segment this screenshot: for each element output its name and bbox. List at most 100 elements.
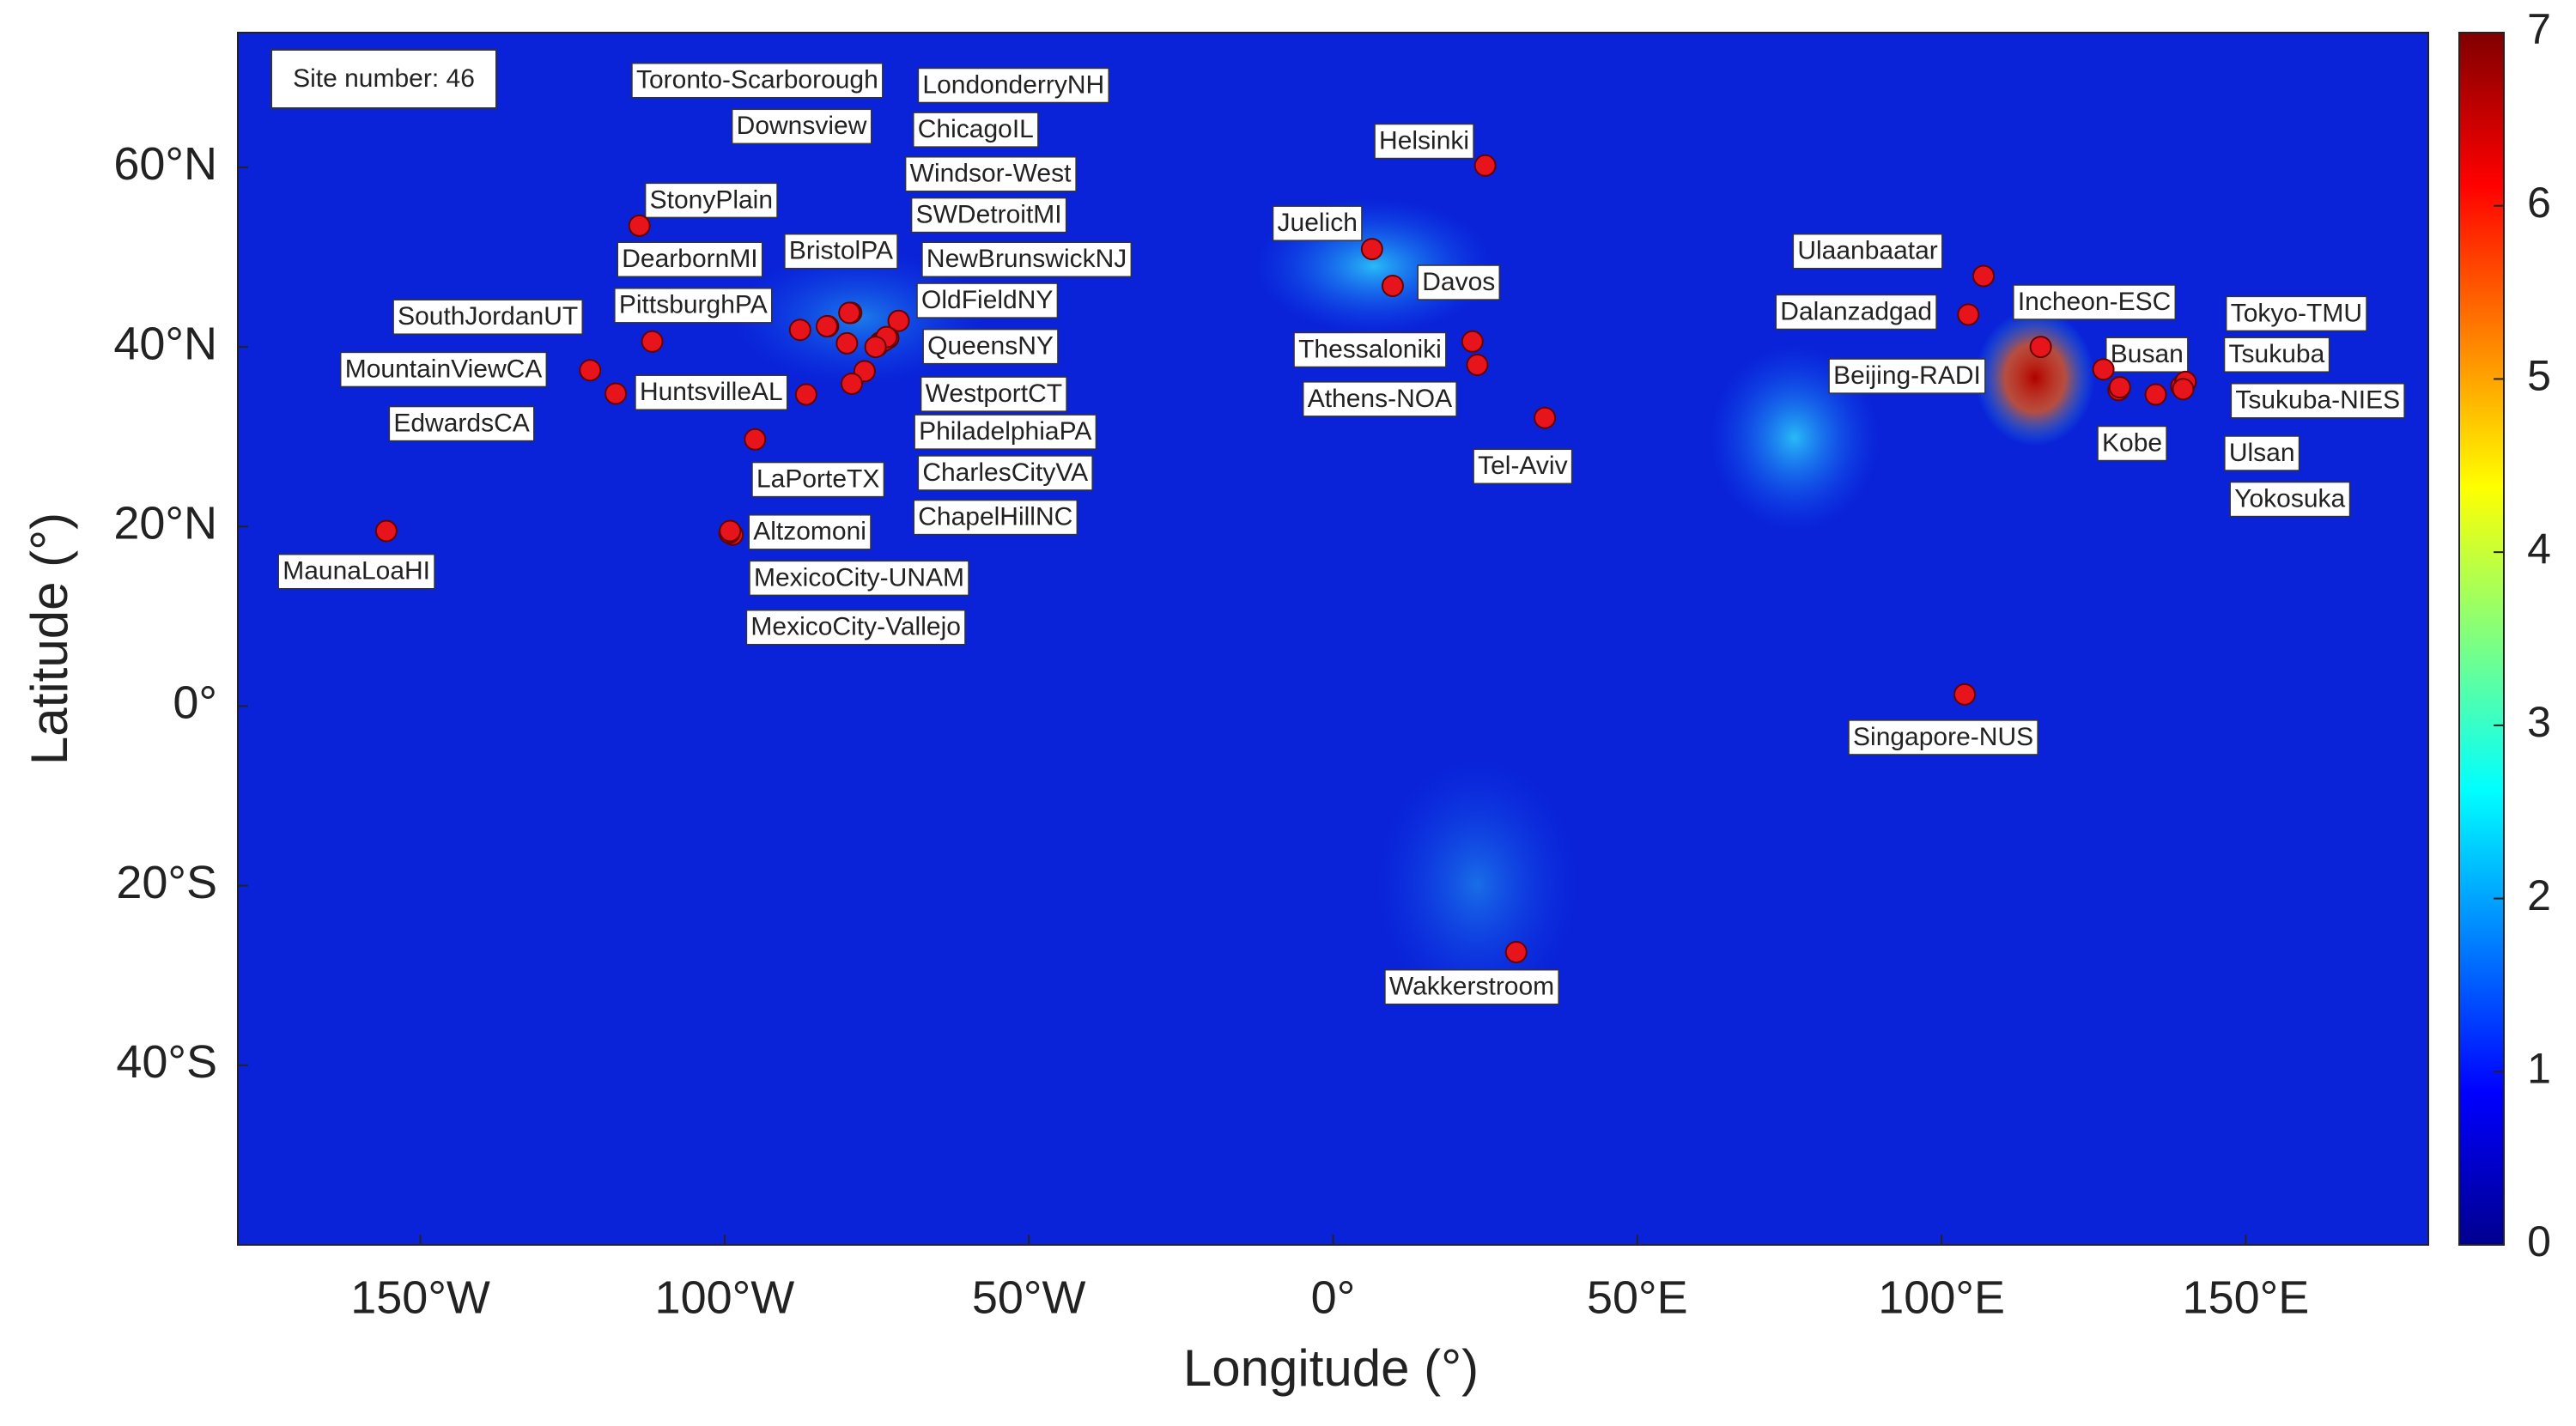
site-label-box bbox=[617, 241, 763, 278]
site-label-box bbox=[745, 610, 966, 646]
site-label: Beijing-RADI bbox=[1833, 361, 1981, 390]
site-label-box bbox=[1293, 331, 1447, 368]
site-label: EdwardsCA bbox=[393, 409, 529, 437]
site-label: Thessaloniki bbox=[1298, 335, 1442, 363]
site-label-box bbox=[2230, 383, 2405, 419]
site-label-box bbox=[277, 553, 435, 590]
x-tick-label: 0° bbox=[1311, 1271, 1356, 1323]
site-label-box bbox=[1775, 294, 1937, 331]
site-label-box bbox=[2105, 337, 2189, 373]
site-label: Dalanzadgad bbox=[1780, 297, 1932, 325]
x-tick-label: 150°W bbox=[350, 1271, 490, 1323]
site-marker bbox=[794, 383, 817, 406]
site-label-box bbox=[2013, 284, 2177, 320]
y-tick-label: 20°N bbox=[113, 498, 217, 549]
site-label-box bbox=[920, 376, 1067, 412]
site-label: Davos bbox=[1422, 268, 1495, 296]
site-label-box bbox=[1302, 381, 1457, 417]
x-tick-label: 100°E bbox=[1878, 1271, 2005, 1323]
colorbar-tick-label: 2 bbox=[2527, 871, 2551, 919]
site-marker bbox=[1466, 353, 1489, 376]
glow-africa bbox=[1374, 755, 1580, 1013]
site-label: ChapelHillNC bbox=[918, 503, 1072, 531]
site-marker bbox=[864, 336, 887, 359]
y-tick-label: 40°S bbox=[116, 1036, 217, 1088]
site-label: Tokyo-TMU bbox=[2231, 299, 2362, 327]
site-label-box bbox=[392, 299, 583, 335]
site-label: Incheon-ESC bbox=[2018, 288, 2171, 316]
site-marker bbox=[1534, 406, 1557, 429]
site-label-box bbox=[917, 455, 1093, 491]
site-marker bbox=[838, 301, 861, 325]
y-tick-label: 0° bbox=[173, 677, 217, 729]
site-label: LaPorteTX bbox=[756, 465, 879, 494]
site-marker bbox=[641, 330, 664, 353]
site-label: Altzomoni bbox=[753, 518, 866, 546]
site-marker bbox=[2108, 376, 2131, 399]
site-label-box bbox=[339, 351, 548, 388]
site-label: SWDetroitMI bbox=[916, 201, 1062, 229]
site-label-box bbox=[748, 514, 872, 550]
site-label: Tsukuba-NIES bbox=[2235, 386, 2400, 415]
colorbar-tick-label: 6 bbox=[2527, 179, 2551, 227]
site-label: Singapore-NUS bbox=[1853, 723, 2033, 751]
site-marker bbox=[744, 428, 767, 451]
site-label: CharlesCityVA bbox=[922, 458, 1088, 487]
y-tick-label: 20°S bbox=[116, 857, 217, 908]
site-label: HuntsvilleAL bbox=[640, 378, 783, 406]
site-label: Yokosuka bbox=[2234, 484, 2345, 513]
site-label: NewBrunswickNJ bbox=[927, 245, 1127, 273]
site-label-box bbox=[914, 414, 1097, 450]
site-label: Busan bbox=[2111, 340, 2184, 368]
site-label: StonyPlain bbox=[650, 185, 773, 214]
colorbar-tick-label: 7 bbox=[2527, 5, 2551, 53]
site-marker bbox=[788, 319, 811, 342]
site-marker bbox=[1360, 238, 1383, 261]
site-label-box bbox=[784, 233, 898, 270]
site-label-box bbox=[1384, 968, 1559, 1005]
site-label: MexicoCity-UNAM bbox=[754, 563, 964, 592]
colorbar-tick-label: 3 bbox=[2527, 698, 2551, 746]
site-label-box bbox=[2223, 337, 2330, 373]
site-marker bbox=[628, 214, 651, 237]
site-label-box bbox=[1792, 233, 1943, 270]
x-tick-label: 50°W bbox=[972, 1271, 1086, 1323]
x-tick-label: 100°W bbox=[655, 1271, 795, 1323]
site-marker bbox=[2029, 336, 2052, 359]
site-label-box bbox=[1374, 123, 1474, 160]
site-label-box bbox=[751, 461, 885, 498]
colorbar-tick-label: 0 bbox=[2527, 1217, 2551, 1265]
site-label: OldFieldNY bbox=[921, 286, 1053, 314]
site-marker bbox=[719, 519, 742, 543]
site-label: MaunaLoaHI bbox=[283, 557, 430, 586]
site-marker bbox=[887, 309, 910, 332]
site-label-box bbox=[2224, 435, 2300, 471]
x-axis-title: Longitude (°) bbox=[1183, 1339, 1479, 1397]
site-label: Ulsan bbox=[2229, 439, 2295, 467]
y-tick-label: 40°N bbox=[113, 318, 217, 369]
site-label-box bbox=[2097, 425, 2167, 462]
site-label-box bbox=[910, 197, 1067, 234]
site-label: Helsinki bbox=[1379, 126, 1469, 155]
site-label-box bbox=[731, 108, 872, 145]
site-label: QueensNY bbox=[927, 332, 1054, 361]
site-label-box bbox=[917, 67, 1109, 104]
site-label: DearbornMI bbox=[622, 245, 757, 273]
site-label-box bbox=[904, 156, 1077, 192]
site-label: BristolPA bbox=[789, 237, 893, 265]
colorbar-tick-label: 4 bbox=[2527, 525, 2551, 573]
site-marker bbox=[2172, 378, 2195, 401]
site-label: ChicagoIL bbox=[918, 115, 1034, 143]
site-label-box bbox=[913, 499, 1078, 536]
site-label: PhiladelphiaPA bbox=[919, 417, 1091, 446]
glow-china bbox=[1975, 309, 2095, 446]
site-marker bbox=[2092, 358, 2115, 381]
site-label: Downsview bbox=[737, 112, 867, 140]
site-label-box bbox=[913, 112, 1039, 148]
site-marker bbox=[1381, 274, 1404, 297]
site-label-box bbox=[1848, 719, 2038, 755]
site-label: MountainViewCA bbox=[345, 355, 543, 383]
x-tick-label: 50°E bbox=[1587, 1271, 1688, 1323]
site-marker bbox=[815, 315, 838, 338]
